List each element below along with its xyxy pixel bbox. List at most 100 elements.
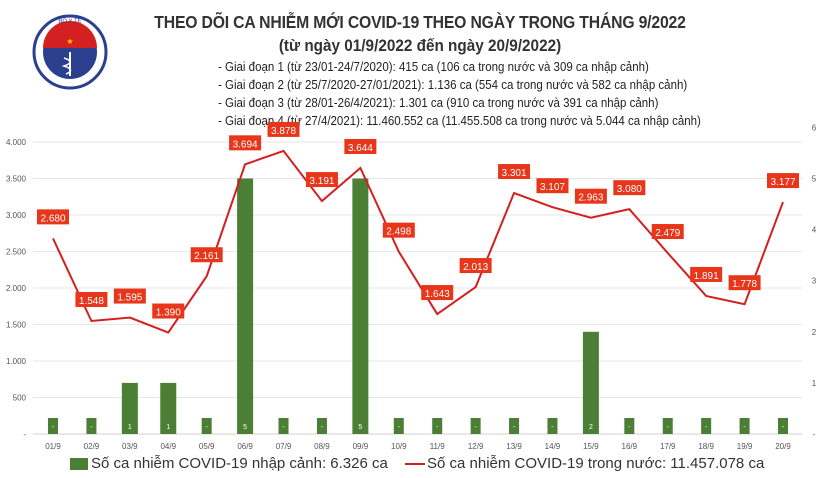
legend-bar-swatch [70, 457, 88, 470]
bar [582, 331, 599, 434]
x-axis-tick: 05/9 [199, 442, 215, 451]
right-axis-tick: - [813, 430, 816, 439]
phase-4-text: - Giai đoạn 4 (từ 27/4/2021): 11.460.552… [218, 114, 701, 128]
bar [316, 418, 327, 434]
bar [86, 418, 97, 434]
right-axis-tick: 1 [812, 379, 817, 388]
bar-label: - [667, 424, 670, 431]
bar-label: - [282, 424, 285, 431]
data-label-box [113, 288, 146, 304]
data-label-box [651, 224, 684, 240]
x-axis-tick: 06/9 [237, 442, 253, 451]
right-axis-tick: 5 [812, 175, 817, 184]
chart-subtitle: (từ ngày 01/9/2022 đến ngày 20/9/2022) [278, 36, 562, 55]
x-axis-tick: 10/9 [391, 442, 407, 451]
x-axis-tick: 17/9 [660, 442, 676, 451]
left-axis-tick: 2.000 [6, 284, 27, 293]
data-label-box [37, 209, 69, 225]
left-axis-tick: 2.500 [6, 248, 27, 257]
x-axis-tick: 03/9 [122, 442, 138, 451]
bar-label: - [474, 424, 477, 431]
bar [662, 418, 673, 434]
bar [509, 418, 520, 434]
bar-label: - [551, 424, 554, 431]
bar-label: - [705, 424, 708, 431]
x-axis-tick: 09/9 [353, 442, 369, 451]
data-label: 1.548 [79, 296, 104, 307]
bar-label: - [52, 424, 55, 431]
legend-line-label: Số ca nhiễm COVID-19 trong nước: 11.457.… [427, 455, 765, 472]
data-label-box [267, 121, 300, 137]
data-label: 2.498 [386, 227, 411, 238]
data-label: 1.778 [732, 279, 757, 290]
x-axis-tick: 04/9 [160, 442, 176, 451]
chart-title: THEO DÕI CA NHIỄM MỚI COVID-19 THEO NGÀY… [154, 12, 686, 32]
legend-line-swatch [405, 462, 425, 465]
x-axis-tick: 15/9 [583, 442, 599, 451]
legend-bar: Số ca nhiễm COVID-19 nhập cảnh: 6.326 ca [70, 455, 388, 472]
right-axis-tick: 3 [812, 277, 817, 286]
data-label-box [459, 258, 492, 274]
data-label: 2.963 [578, 193, 603, 204]
left-axis-tick: 1.500 [6, 321, 27, 330]
data-label: 3.080 [617, 184, 642, 195]
bar-label: 1 [166, 424, 170, 431]
data-label: 3.177 [770, 177, 795, 188]
data-label: 3.644 [348, 143, 373, 154]
bar [160, 382, 177, 434]
data-label: 3.878 [271, 126, 296, 137]
data-label-box [75, 291, 108, 307]
x-axis-tick: 14/9 [545, 442, 561, 451]
svg-text:★: ★ [66, 37, 73, 46]
data-label: 3.191 [309, 176, 334, 187]
bar-label: - [398, 424, 401, 431]
x-axis-tick: 12/9 [468, 442, 484, 451]
data-label: 1.595 [117, 293, 142, 304]
ministry-of-health-logo: ★ BỘ Y TẾ [32, 14, 108, 90]
data-label-box [728, 275, 761, 291]
x-axis-tick: 01/9 [45, 442, 61, 451]
data-label-box [574, 188, 607, 204]
left-axis-tick: 3.000 [6, 211, 27, 220]
legend-bar-label: Số ca nhiễm COVID-19 nhập cảnh: 6.326 ca [91, 455, 388, 472]
line-series [52, 149, 784, 334]
bar-label: 1 [128, 424, 132, 431]
bar-label: - [90, 424, 93, 431]
right-axis-tick: 2 [812, 328, 817, 337]
x-axis-tick: 07/9 [276, 442, 292, 451]
bar [121, 382, 138, 434]
x-axis-tick: 13/9 [506, 442, 522, 451]
data-label-box [229, 135, 262, 151]
bar-label: - [513, 424, 516, 431]
bar [48, 418, 58, 434]
left-axis-tick: - [23, 430, 26, 439]
bar [237, 178, 254, 434]
data-label: 2.161 [194, 251, 219, 262]
bar [278, 418, 289, 434]
right-axis-tick: 4 [812, 226, 817, 235]
bar [432, 418, 443, 434]
x-axis-tick: 16/9 [622, 442, 638, 451]
data-label: 3.301 [502, 168, 527, 179]
bar-label: - [743, 424, 746, 431]
x-axis-tick: 18/9 [698, 442, 714, 451]
phase-2-text: - Giai đoạn 2 (từ 25/7/2020-27/01/2021):… [218, 78, 688, 92]
bar-label: 2 [589, 424, 593, 431]
data-label-box [152, 303, 185, 319]
data-label: 1.891 [694, 271, 719, 282]
data-label-box [190, 247, 223, 263]
bar-label: 5 [358, 424, 362, 431]
right-axis-tick: 6 [812, 123, 817, 132]
data-label-box [344, 138, 377, 154]
data-label: 3.107 [540, 182, 565, 193]
x-axis-tick: 19/9 [737, 442, 753, 451]
x-axis-tick: 02/9 [84, 442, 100, 451]
data-label-box [421, 285, 454, 301]
left-axis-tick: 4.000 [6, 138, 27, 147]
bar-label: - [628, 424, 631, 431]
bar [701, 418, 712, 434]
left-axis-tick: 3.500 [6, 175, 27, 184]
x-axis-tick: 20/9 [775, 442, 791, 451]
bar [201, 418, 212, 434]
